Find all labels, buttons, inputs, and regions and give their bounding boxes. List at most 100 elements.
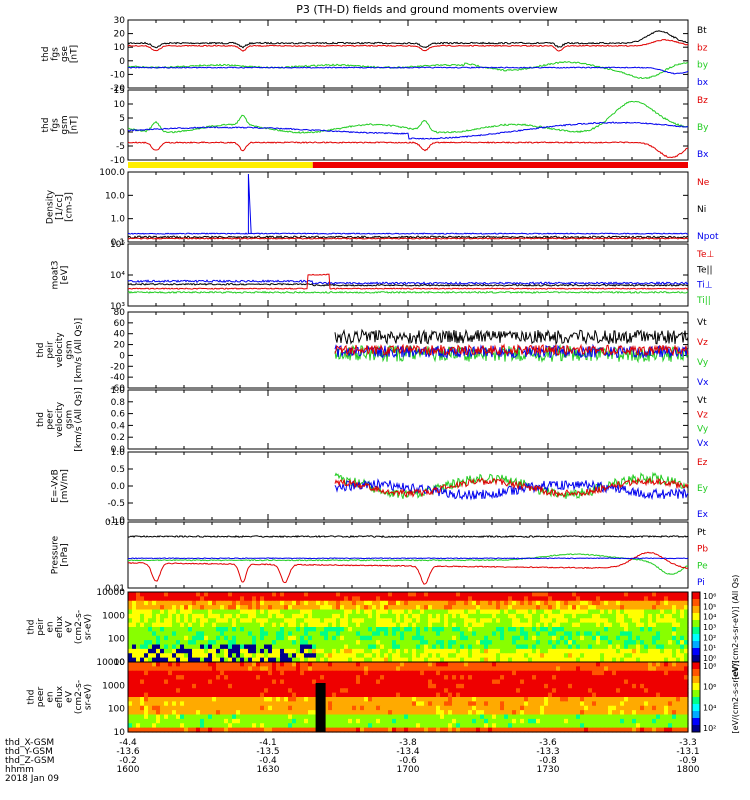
heatmap-cell [436, 701, 441, 706]
heatmap-cell [360, 636, 365, 641]
heatmap-cell [200, 627, 205, 632]
heatmap-cell [560, 618, 565, 623]
heatmap-cell [160, 653, 165, 658]
heatmap-cell [360, 623, 365, 628]
heatmap-cell [580, 610, 585, 615]
heatmap-cell [264, 662, 269, 667]
heatmap-cell [200, 719, 205, 724]
heatmap-cell [356, 684, 361, 689]
heatmap-cell [440, 601, 445, 606]
heatmap-cell [260, 592, 265, 597]
heatmap-cell [228, 645, 233, 650]
heatmap-cell [660, 649, 665, 654]
heatmap-cell [292, 645, 297, 650]
heatmap-cell [652, 684, 657, 689]
heatmap-cell [276, 710, 281, 715]
heatmap-cell [660, 710, 665, 715]
heatmap-cell [172, 666, 177, 671]
heatmap-cell [444, 610, 449, 615]
heatmap-cell [316, 675, 321, 680]
heatmap-cell [572, 592, 577, 597]
heatmap-cell [408, 653, 413, 658]
heatmap-cell [252, 680, 257, 685]
heatmap-cell [648, 627, 653, 632]
heatmap-cell [596, 596, 601, 601]
heatmap-cell [284, 627, 289, 632]
heatmap-cell [492, 596, 497, 601]
heatmap-cell [140, 618, 145, 623]
heatmap-cell [156, 715, 161, 720]
heatmap-cell [212, 623, 217, 628]
heatmap-cell [216, 723, 221, 728]
heatmap-cell [508, 715, 513, 720]
heatmap-cell [364, 675, 369, 680]
heatmap-cell [404, 645, 409, 650]
heatmap-cell [676, 710, 681, 715]
y-tick-label: 80 [114, 308, 126, 318]
heatmap-cell [332, 719, 337, 724]
heatmap-cell [560, 653, 565, 658]
heatmap-cell [128, 684, 133, 689]
heatmap-cell [376, 601, 381, 606]
heatmap-cell [668, 631, 673, 636]
heatmap-cell [328, 623, 333, 628]
heatmap-cell [380, 610, 385, 615]
heatmap-cell [664, 610, 669, 615]
heatmap-cell [160, 688, 165, 693]
heatmap-cell [544, 710, 549, 715]
heatmap-cell [184, 697, 189, 702]
heatmap-cell [452, 693, 457, 698]
y-axis-label: eV [65, 690, 75, 703]
heatmap-cell [288, 697, 293, 702]
heatmap-cell [660, 631, 665, 636]
heatmap-cell [216, 623, 221, 628]
heatmap-cell [484, 631, 489, 636]
heatmap-cell [512, 614, 517, 619]
heatmap-cell [468, 645, 473, 650]
heatmap-cell [496, 715, 501, 720]
heatmap-cell [204, 706, 209, 711]
panel-peer_velocity: 1.00.80.60.40.20.0thd peer velocity gsm [km/… [36, 386, 709, 455]
heatmap-cell [548, 618, 553, 623]
heatmap-cell [436, 706, 441, 711]
heatmap-cell [512, 666, 517, 671]
heatmap-cell [528, 623, 533, 628]
heatmap-cell [224, 645, 229, 650]
heatmap-cell [296, 631, 301, 636]
heatmap-cell [268, 723, 273, 728]
heatmap-cell [200, 645, 205, 650]
heatmap-cell [212, 671, 217, 676]
heatmap-cell [464, 688, 469, 693]
heatmap-cell [676, 645, 681, 650]
heatmap-cell [356, 688, 361, 693]
heatmap-cell [232, 688, 237, 693]
heatmap-cell [556, 719, 561, 724]
heatmap-cell [676, 605, 681, 610]
heatmap-cell [660, 662, 665, 667]
heatmap-cell [408, 706, 413, 711]
heatmap-cell [564, 618, 569, 623]
heatmap-cell [212, 614, 217, 619]
heatmap-cell [164, 601, 169, 606]
heatmap-cell [444, 688, 449, 693]
heatmap-cell [180, 640, 185, 645]
heatmap-cell [488, 701, 493, 706]
heatmap-cell [428, 649, 433, 654]
heatmap-cell [392, 719, 397, 724]
heatmap-cell [600, 623, 605, 628]
heatmap-cell [660, 596, 665, 601]
heatmap-cell [300, 636, 305, 641]
heatmap-cell [456, 592, 461, 597]
heatmap-cell [608, 666, 613, 671]
heatmap-cell [408, 697, 413, 702]
heatmap-cell [632, 636, 637, 641]
heatmap-cell [564, 631, 569, 636]
heatmap-cell [424, 640, 429, 645]
heatmap-cell [324, 653, 329, 658]
legend-Te||: Te|| [696, 265, 713, 275]
heatmap-cell [480, 601, 485, 606]
heatmap-cell [340, 666, 345, 671]
heatmap-cell [432, 680, 437, 685]
heatmap-cell [392, 684, 397, 689]
heatmap-cell [404, 719, 409, 724]
